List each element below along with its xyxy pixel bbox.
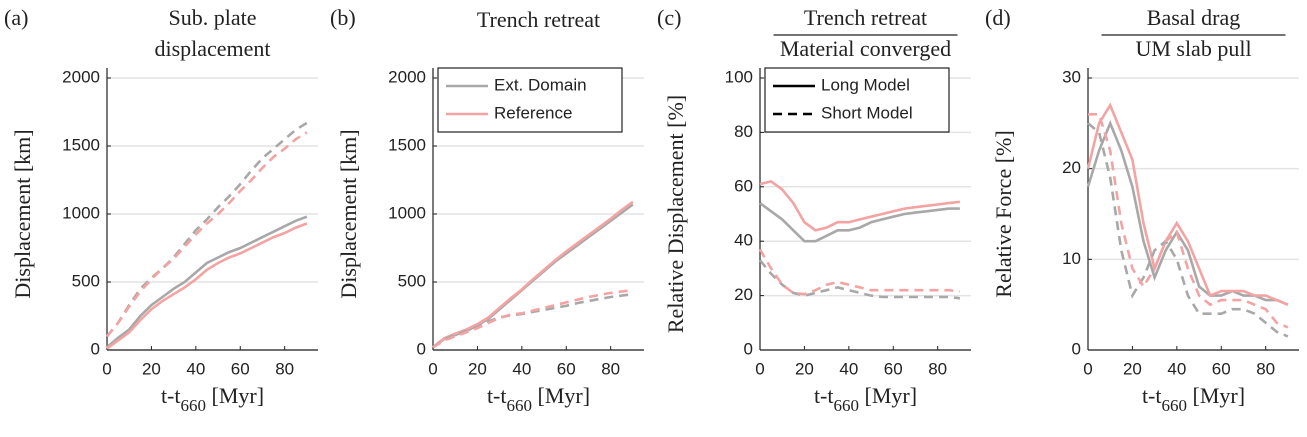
y-tick-label: 20: [734, 285, 753, 304]
y-tick-label: 60: [734, 176, 753, 195]
series-line: [432, 288, 634, 349]
y-tick-label: 100: [725, 67, 753, 86]
x-axis-label: t-t660 [Myr]: [487, 383, 590, 415]
chart-title: Trench retreat: [804, 5, 927, 30]
y-tick-label: 0: [417, 339, 426, 358]
y-tick-label: 20: [1062, 158, 1081, 177]
panel-label: (b): [330, 5, 356, 30]
chart-title: UM slab pull: [1135, 36, 1251, 61]
legend-label: Short Model: [821, 103, 913, 122]
x-label-text: t-t: [1142, 383, 1162, 408]
y-axis-label: Relative Force [%]: [991, 130, 1016, 297]
y-tick-label: 2000: [388, 67, 426, 86]
x-tick-label: 20: [795, 359, 814, 378]
legend-box: [764, 67, 950, 133]
x-tick-label: 0: [428, 359, 437, 378]
x-tick-label: 20: [1123, 359, 1142, 378]
x-axis-label: t-t660 [Myr]: [814, 383, 917, 415]
series-line: [106, 215, 308, 349]
legend-label: Ext. Domain: [494, 75, 587, 94]
x-tick-label: 0: [755, 359, 764, 378]
y-tick-label: 1500: [388, 135, 426, 154]
x-label-text: [Myr]: [206, 383, 264, 408]
series-line: [759, 179, 961, 232]
y-tick-label: 80: [734, 122, 753, 141]
x-tick-label: 20: [142, 359, 161, 378]
series-line: [432, 292, 634, 349]
x-label-subscript: 660: [181, 396, 207, 415]
x-label-subscript: 660: [834, 396, 860, 415]
y-axis-label: Relative Displacement [%]: [663, 95, 688, 333]
x-axis-label: t-t660 [Myr]: [161, 383, 264, 415]
x-tick-label: 40: [186, 359, 205, 378]
x-tick-label: 80: [928, 359, 947, 378]
y-tick-label: 1000: [388, 203, 426, 222]
x-label-text: [Myr]: [532, 383, 590, 408]
x-label-text: t-t: [161, 383, 181, 408]
x-axis-label: t-t660 [Myr]: [1142, 383, 1245, 415]
series-line: [105, 131, 308, 338]
y-tick-label: 10: [1062, 249, 1081, 268]
series-line: [758, 248, 961, 296]
series-line: [432, 200, 634, 349]
x-label-subscript: 660: [507, 396, 533, 415]
y-tick-label: 1500: [62, 135, 100, 154]
y-tick-label: 2000: [62, 67, 100, 86]
series-line: [758, 259, 961, 300]
x-tick-label: 60: [1212, 359, 1231, 378]
x-tick-label: 80: [275, 359, 294, 378]
y-tick-label: 0: [744, 339, 753, 358]
series-line: [1087, 122, 1289, 338]
panel-label: (c): [657, 5, 681, 30]
x-label-text: t-t: [814, 383, 834, 408]
y-tick-label: 40: [734, 231, 753, 250]
x-tick-label: 0: [102, 359, 111, 378]
y-tick-label: 500: [398, 271, 426, 290]
x-label-text: [Myr]: [859, 383, 917, 408]
y-axis-label: Displacement [km]: [10, 129, 35, 298]
x-tick-label: 60: [557, 359, 576, 378]
x-label-text: [Myr]: [1187, 383, 1245, 408]
legend-label: Reference: [494, 103, 572, 122]
x-tick-label: 0: [1083, 359, 1092, 378]
y-tick-label: 500: [72, 271, 100, 290]
series-line: [1088, 113, 1289, 329]
x-label-subscript: 660: [1162, 396, 1188, 415]
y-tick-label: 0: [91, 339, 100, 358]
series-line: [106, 222, 308, 350]
panel-label: (d): [985, 5, 1011, 30]
y-tick-label: 1000: [62, 203, 100, 222]
chart-title: Trench retreat: [477, 7, 600, 32]
x-tick-label: 40: [512, 359, 531, 378]
x-tick-label: 20: [468, 359, 487, 378]
legend-label: Long Model: [821, 75, 910, 94]
chart-title: Material converged: [780, 36, 951, 61]
x-tick-label: 40: [1167, 359, 1186, 378]
series-line: [759, 202, 960, 243]
legend-box: [437, 67, 623, 133]
chart-title: Basal drag: [1147, 5, 1240, 30]
x-tick-label: 60: [231, 359, 250, 378]
chart-title: Sub. plate: [169, 5, 257, 30]
x-label-text: t-t: [487, 383, 507, 408]
x-tick-label: 60: [884, 359, 903, 378]
series-line: [105, 121, 308, 338]
y-axis-label: Displacement [km]: [336, 129, 361, 298]
x-tick-label: 40: [839, 359, 858, 378]
series-line: [1086, 102, 1289, 306]
x-tick-label: 80: [1256, 359, 1275, 378]
y-tick-label: 0: [1072, 339, 1081, 358]
chart-title: displacement: [154, 36, 270, 61]
panel-label: (a): [4, 5, 28, 30]
y-tick-label: 30: [1062, 67, 1081, 86]
series-line: [1086, 119, 1289, 306]
x-tick-label: 80: [601, 359, 620, 378]
